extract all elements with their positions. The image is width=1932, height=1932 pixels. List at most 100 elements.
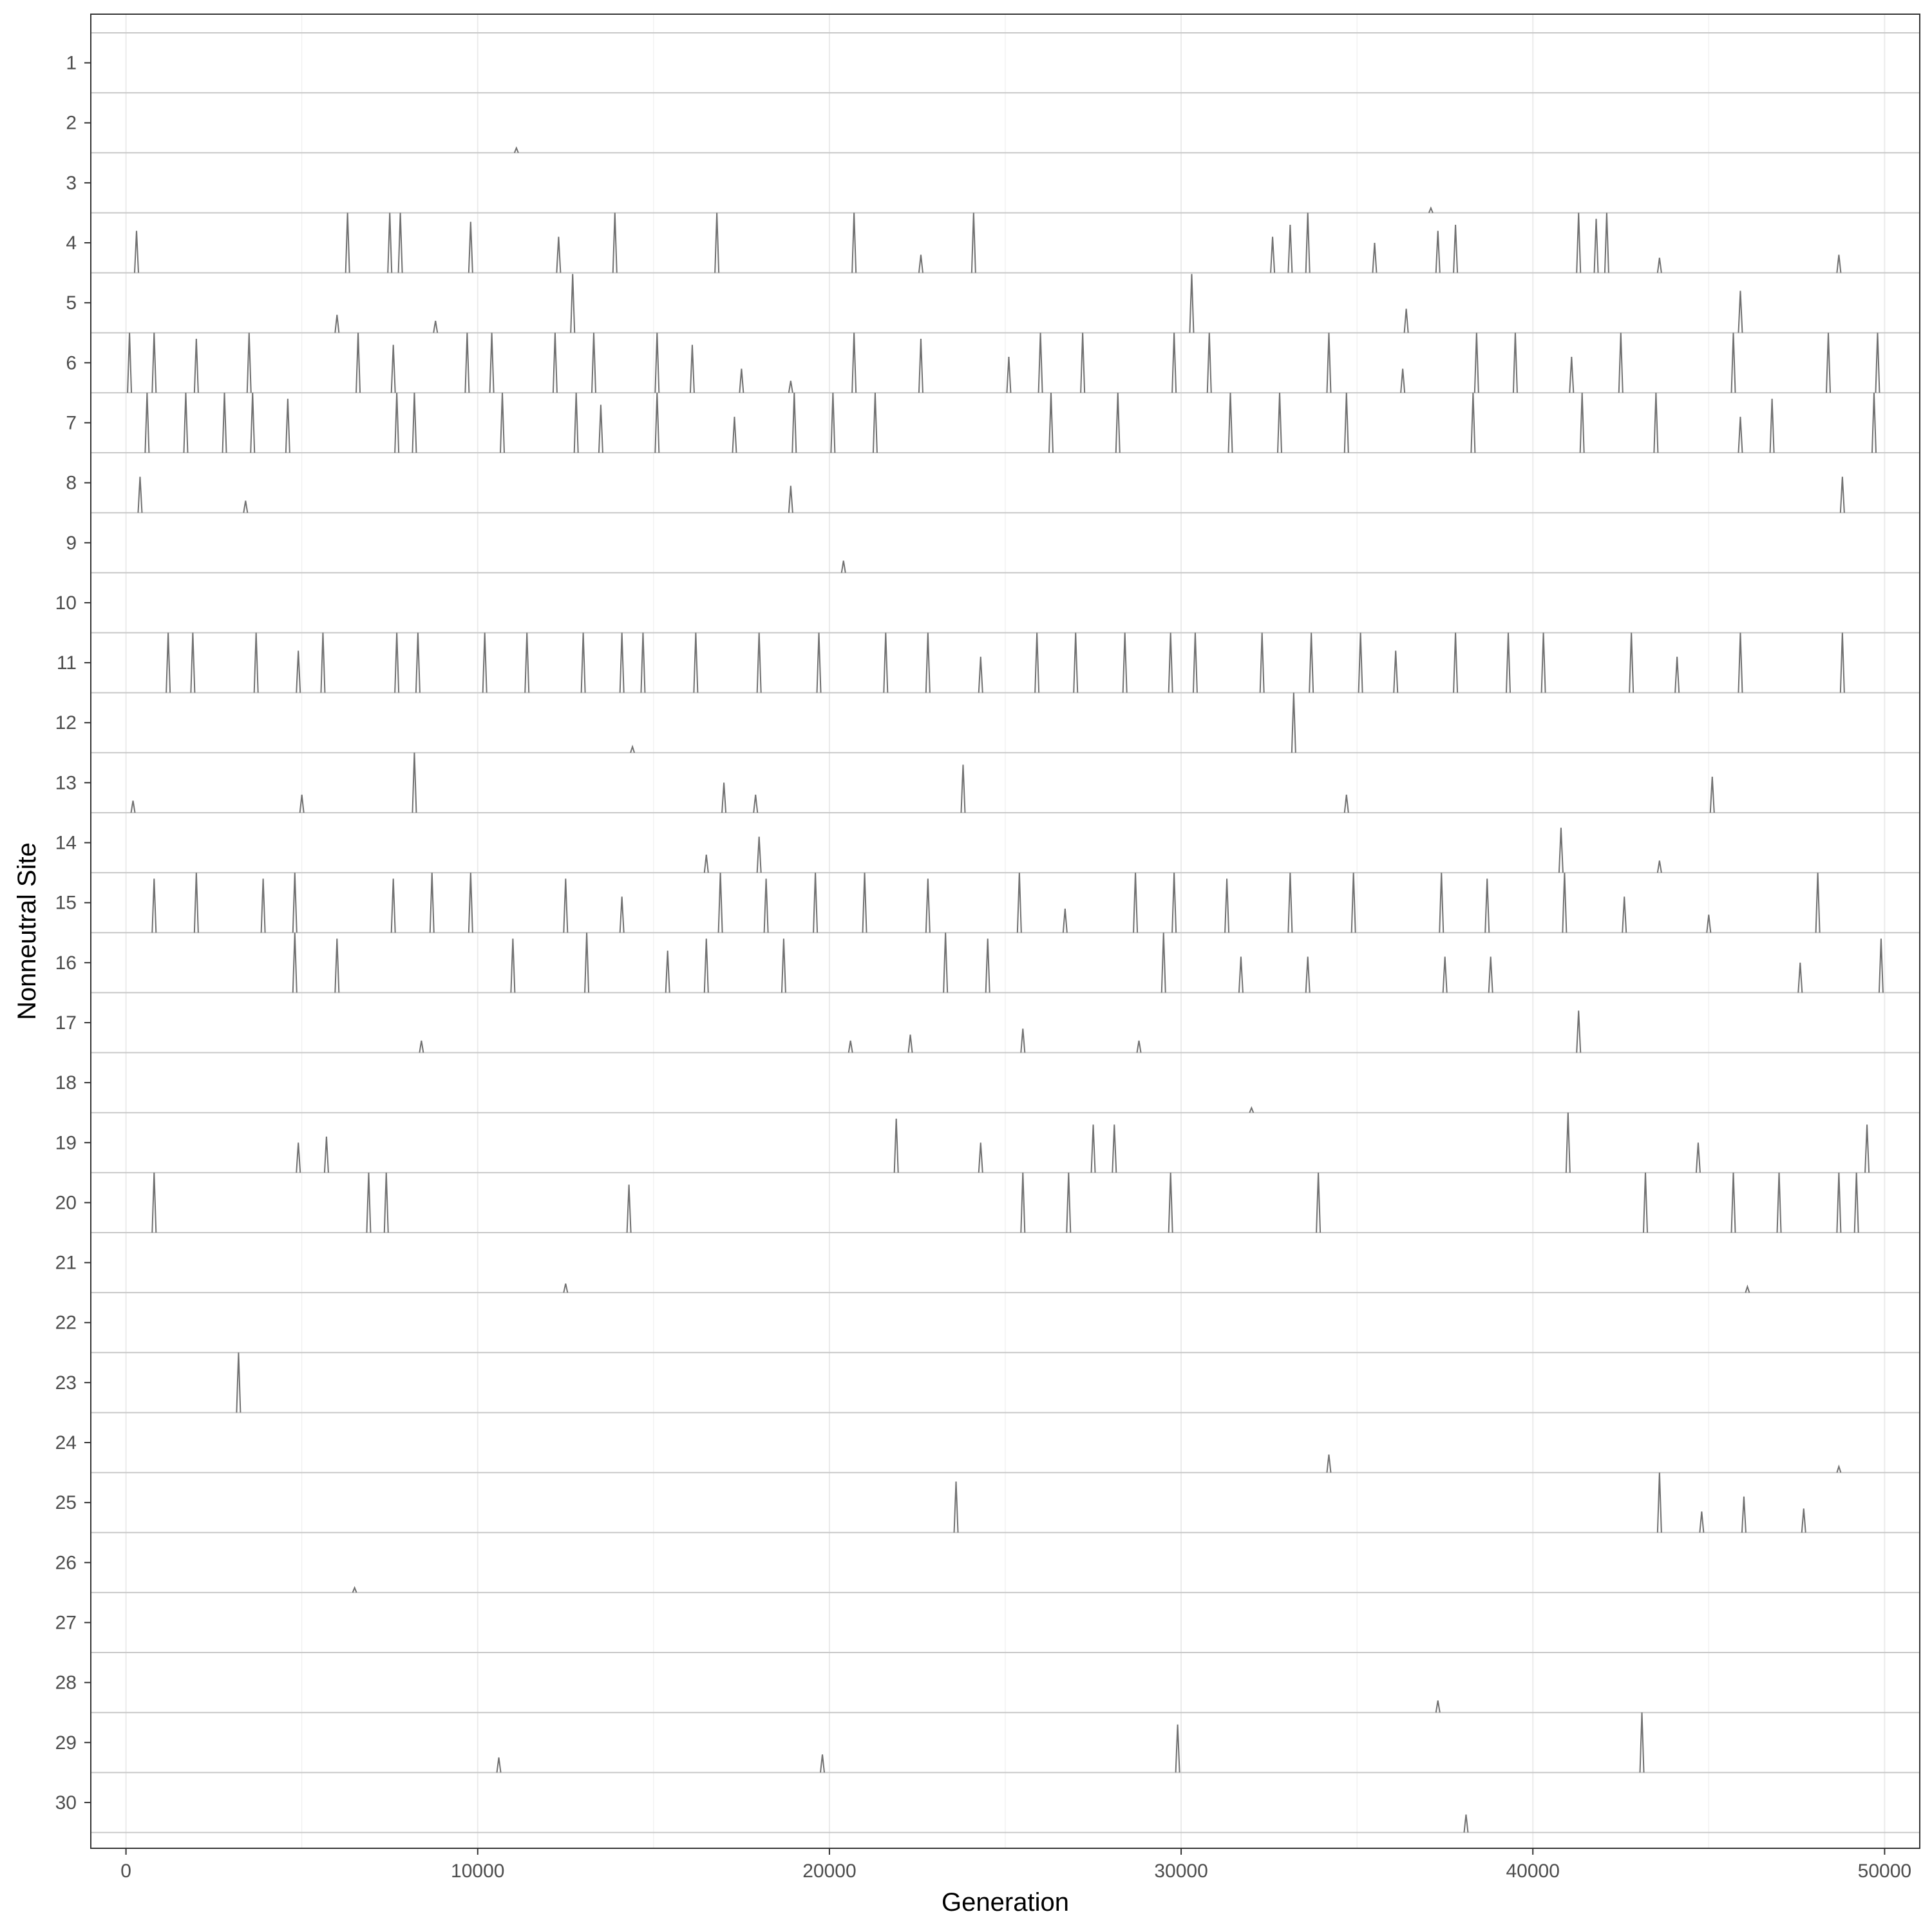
site-series-17 [419, 1010, 1582, 1053]
site-series-11 [166, 632, 1845, 693]
frequency-spike [1090, 1124, 1096, 1173]
y-tick-label: 11 [57, 652, 77, 674]
frequency-spike [1453, 225, 1459, 273]
frequency-spike [433, 320, 439, 333]
y-tick-label: 28 [55, 1672, 77, 1694]
frequency-spike [985, 938, 990, 993]
frequency-spike [1435, 1700, 1441, 1713]
frequency-spike [1738, 632, 1743, 693]
frequency-spike [1797, 962, 1803, 993]
y-tick-label: 25 [55, 1492, 77, 1513]
frequency-spike [1745, 1284, 1750, 1293]
frequency-spike [1189, 274, 1195, 333]
x-tick-label: 0 [120, 1861, 131, 1882]
frequency-spike [714, 213, 720, 273]
frequency-spike [1020, 1028, 1026, 1053]
frequency-spike [1305, 956, 1311, 993]
frequency-spike [1871, 392, 1877, 453]
gridlines [125, 14, 1886, 1848]
frequency-spike [1653, 392, 1659, 453]
site-baselines [91, 32, 1920, 1833]
y-axis: 1234567891011121314151617181920212223242… [55, 53, 91, 1814]
y-tick-label: 12 [55, 712, 77, 734]
y-tick-label: 10 [55, 592, 77, 614]
frequency-spike [1706, 914, 1712, 933]
frequency-spike [320, 632, 326, 693]
frequency-spike [1836, 1464, 1842, 1473]
frequency-spike [1769, 399, 1775, 453]
frequency-spike [500, 392, 505, 453]
frequency-spike [246, 332, 252, 393]
frequency-spike [390, 878, 396, 933]
frequency-spike [570, 274, 576, 333]
frequency-spike [703, 855, 709, 873]
frequency-spike [419, 1040, 424, 1053]
frequency-spike [953, 1481, 959, 1533]
frequency-spike [1656, 860, 1662, 873]
frequency-spike [394, 392, 400, 453]
frequency-spike [137, 477, 143, 513]
site-series-9 [840, 560, 846, 573]
frequency-spike [732, 417, 737, 453]
site-series-13 [130, 752, 1715, 813]
frequency-spike [127, 332, 133, 393]
x-tick-label: 50000 [1858, 1861, 1911, 1882]
frequency-spike [1622, 896, 1627, 933]
frequency-spike [1674, 656, 1680, 693]
y-axis-title: Nonneutral Site [13, 842, 41, 1020]
frequency-spike [1579, 392, 1585, 453]
frequency-spike [1259, 632, 1265, 693]
frequency-spike [563, 1283, 569, 1293]
frequency-spike [1878, 938, 1884, 993]
frequency-spike [1442, 956, 1448, 993]
frequency-spike [151, 1172, 157, 1233]
frequency-spike [352, 1586, 357, 1593]
frequency-spike [482, 632, 488, 693]
frequency-spike [468, 873, 473, 933]
frequency-spike [510, 938, 516, 993]
frequency-spike [1695, 1142, 1701, 1173]
site-series-14 [703, 828, 1662, 873]
frequency-spike [397, 213, 403, 273]
site-series-29 [496, 1712, 1645, 1773]
frequency-spike [429, 873, 435, 933]
frequency-spike [978, 656, 983, 693]
y-tick-label: 1 [66, 53, 77, 74]
frequency-spike [1656, 258, 1662, 273]
y-tick-label: 2 [66, 113, 77, 134]
frequency-spike [820, 1754, 825, 1773]
frequency-spike [383, 1172, 389, 1233]
frequency-spike [848, 1040, 853, 1053]
site-series-7 [144, 392, 1877, 453]
frequency-spike [130, 800, 136, 813]
y-tick-label: 21 [55, 1253, 77, 1274]
frequency-spike [193, 339, 199, 393]
frequency-spike [883, 632, 889, 693]
frequency-spike [1470, 392, 1476, 453]
frequency-spike [1738, 290, 1743, 333]
frequency-spike [830, 392, 836, 453]
frequency-spike [345, 213, 350, 273]
frequency-spike [918, 339, 923, 393]
frequency-spike [1287, 225, 1293, 273]
frequency-trajectories [127, 146, 1884, 1833]
frequency-spike [1643, 1172, 1648, 1233]
frequency-spike [552, 332, 558, 393]
site-series-19 [296, 1112, 1870, 1173]
frequency-spike [893, 1118, 899, 1173]
x-tick-label: 20000 [802, 1861, 856, 1882]
y-tick-label: 16 [55, 952, 77, 974]
frequency-spike [1593, 218, 1599, 273]
y-tick-label: 22 [55, 1312, 77, 1334]
frequency-spike [1006, 356, 1012, 393]
frequency-spike [791, 392, 797, 453]
frequency-spike [1224, 878, 1230, 933]
frequency-spike [1309, 632, 1314, 693]
frequency-spike [1192, 632, 1198, 693]
y-tick-label: 24 [55, 1432, 77, 1454]
frequency-spike [390, 345, 396, 393]
frequency-spike [1562, 873, 1567, 933]
site-series-6 [127, 332, 1880, 393]
frequency-spike [717, 873, 723, 933]
frequency-spike [1326, 332, 1332, 393]
